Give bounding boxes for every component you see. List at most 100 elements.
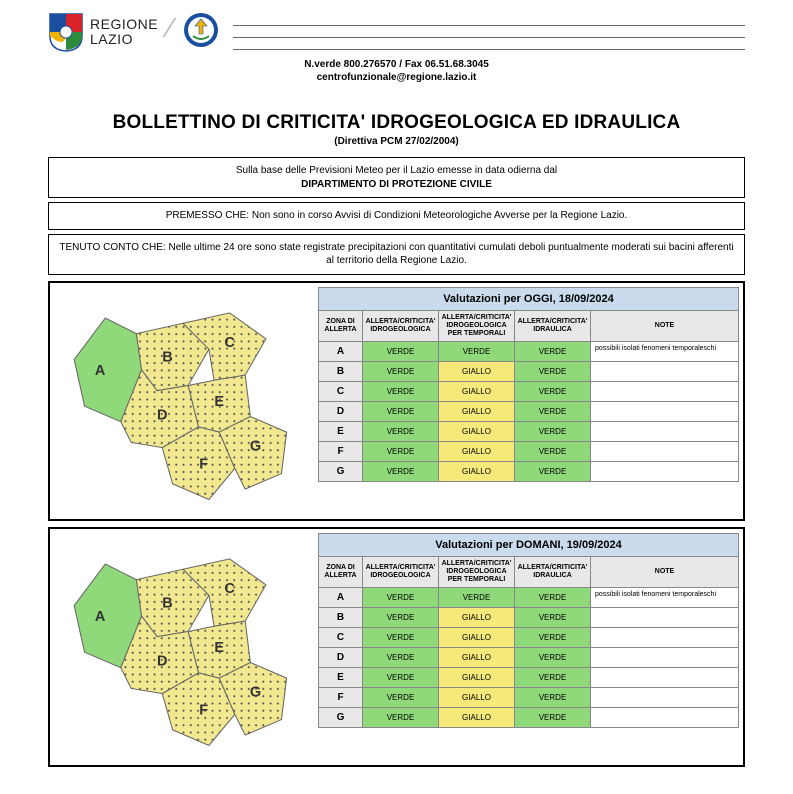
- intro-box-2: PREMESSO CHE: Non sono in corso Avvisi d…: [48, 202, 745, 230]
- page-subtitle: (Direttiva PCM 27/02/2004): [48, 136, 745, 147]
- table-row: DVERDEGIALLOVERDE: [319, 401, 739, 421]
- cell-idrogeo: VERDE: [363, 401, 439, 421]
- cell-zone: C: [319, 381, 363, 401]
- page-title: BOLLETTINO DI CRITICITA' IDROGEOLOGICA E…: [48, 112, 745, 134]
- cell-idraulica: VERDE: [515, 647, 591, 667]
- cell-note: [591, 401, 739, 421]
- cell-temporali: VERDE: [439, 341, 515, 361]
- col-header-zona: ZONA DI ALLERTA: [319, 310, 363, 341]
- cell-idraulica: VERDE: [515, 627, 591, 647]
- cell-note: [591, 647, 739, 667]
- intro-box-1: Sulla base delle Previsioni Meteo per il…: [48, 157, 745, 198]
- cell-temporali: GIALLO: [439, 441, 515, 461]
- header: REGIONE LAZIO ∕: [48, 12, 745, 52]
- cell-idrogeo: VERDE: [363, 627, 439, 647]
- col-header-note: NOTE: [591, 310, 739, 341]
- table-row: FVERDEGIALLOVERDE: [319, 687, 739, 707]
- contact-line1: N.verde 800.276570 / Fax 06.51.68.3045: [48, 58, 745, 71]
- cell-zone: C: [319, 627, 363, 647]
- table-row: AVERDEVERDEVERDEpossibili isolati fenome…: [319, 341, 739, 361]
- page: REGIONE LAZIO ∕ N.verde 800.276570 / Fax…: [0, 0, 793, 767]
- cell-note: [591, 687, 739, 707]
- table-row: CVERDEGIALLOVERDE: [319, 627, 739, 647]
- map-zone-label-b: B: [162, 595, 172, 611]
- table-row: AVERDEVERDEVERDEpossibili isolati fenome…: [319, 587, 739, 607]
- cell-note: [591, 627, 739, 647]
- cell-idraulica: VERDE: [515, 421, 591, 441]
- map-zone-label-e: E: [214, 640, 224, 656]
- col-header-idrogeo: ALLERTA/CRITICITA' IDROGEOLOGICA: [363, 310, 439, 341]
- cell-zone: A: [319, 341, 363, 361]
- table-title: Valutazioni per OGGI, 18/09/2024: [319, 287, 739, 310]
- cell-idrogeo: VERDE: [363, 707, 439, 727]
- intro3-text: TENUTO CONTO CHE: Nelle ultime 24 ore so…: [59, 242, 733, 267]
- cell-idrogeo: VERDE: [363, 607, 439, 627]
- map-zone-label-g: G: [250, 438, 261, 454]
- valuation-table-wrapper: Valutazioni per DOMANI, 19/09/2024ZONA D…: [318, 533, 739, 761]
- intro2-text: PREMESSO CHE: Non sono in corso Avvisi d…: [166, 210, 628, 221]
- cell-idraulica: VERDE: [515, 687, 591, 707]
- cell-idraulica: VERDE: [515, 707, 591, 727]
- map-zone-label-e: E: [214, 394, 224, 410]
- cell-temporali: VERDE: [439, 587, 515, 607]
- cell-zone: E: [319, 421, 363, 441]
- cell-idrogeo: VERDE: [363, 647, 439, 667]
- protezione-civile-icon: [183, 12, 219, 48]
- cell-temporali: GIALLO: [439, 647, 515, 667]
- map-zone-label-c: C: [224, 581, 235, 597]
- map-zone-label-f: F: [199, 702, 208, 718]
- cell-note: possibili isolati fenomeni temporaleschi: [591, 341, 739, 361]
- logo-divider: ∕: [168, 12, 173, 44]
- cell-idraulica: VERDE: [515, 461, 591, 481]
- cell-zone: F: [319, 687, 363, 707]
- table-row: BVERDEGIALLOVERDE: [319, 607, 739, 627]
- intro1-line2: DIPARTIMENTO DI PROTEZIONE CIVILE: [59, 178, 734, 192]
- contact-line2: centrofunzionale@regione.lazio.it: [48, 71, 745, 84]
- map-zone-label-a: A: [95, 609, 106, 625]
- cell-note: [591, 441, 739, 461]
- table-row: EVERDEGIALLOVERDE: [319, 421, 739, 441]
- section-today: ABCDEFGValutazioni per OGGI, 18/09/2024Z…: [48, 281, 745, 521]
- cell-zone: D: [319, 647, 363, 667]
- cell-idrogeo: VERDE: [363, 587, 439, 607]
- map-zone-label-f: F: [199, 456, 208, 472]
- cell-zone: G: [319, 461, 363, 481]
- table-title: Valutazioni per DOMANI, 19/09/2024: [319, 533, 739, 556]
- cell-idraulica: VERDE: [515, 381, 591, 401]
- col-header-idrogeo: ALLERTA/CRITICITA' IDROGEOLOGICA: [363, 556, 439, 587]
- table-row: DVERDEGIALLOVERDE: [319, 647, 739, 667]
- table-row: BVERDEGIALLOVERDE: [319, 361, 739, 381]
- cell-zone: B: [319, 607, 363, 627]
- cell-idrogeo: VERDE: [363, 361, 439, 381]
- map-zone-label-g: G: [250, 684, 261, 700]
- cell-zone: G: [319, 707, 363, 727]
- cell-zone: B: [319, 361, 363, 381]
- cell-idrogeo: VERDE: [363, 461, 439, 481]
- cell-temporali: GIALLO: [439, 687, 515, 707]
- cell-zone: D: [319, 401, 363, 421]
- cell-note: [591, 667, 739, 687]
- cell-zone: E: [319, 667, 363, 687]
- cell-idraulica: VERDE: [515, 341, 591, 361]
- cell-temporali: GIALLO: [439, 401, 515, 421]
- regione-text-line1: REGIONE: [90, 17, 158, 32]
- table-row: CVERDEGIALLOVERDE: [319, 381, 739, 401]
- cell-idrogeo: VERDE: [363, 341, 439, 361]
- cell-idrogeo: VERDE: [363, 381, 439, 401]
- col-header-note: NOTE: [591, 556, 739, 587]
- cell-idrogeo: VERDE: [363, 667, 439, 687]
- table-row: FVERDEGIALLOVERDE: [319, 441, 739, 461]
- col-header-temporali: ALLERTA/CRITICITA' IDROGEOLOGICA PER TEM…: [439, 556, 515, 587]
- cell-note: [591, 707, 739, 727]
- cell-temporali: GIALLO: [439, 461, 515, 481]
- col-header-zona: ZONA DI ALLERTA: [319, 556, 363, 587]
- zone-map: A B C D E F G: [54, 533, 312, 761]
- map-zone-label-d: D: [157, 653, 167, 669]
- title-block: BOLLETTINO DI CRITICITA' IDROGEOLOGICA E…: [48, 112, 745, 147]
- regione-shield-icon: [48, 12, 84, 52]
- cell-temporali: GIALLO: [439, 607, 515, 627]
- map-zone-label-a: A: [95, 363, 106, 379]
- cell-note: [591, 461, 739, 481]
- intro1-line1: Sulla base delle Previsioni Meteo per il…: [59, 164, 734, 178]
- contact-block: N.verde 800.276570 / Fax 06.51.68.3045 c…: [48, 58, 745, 84]
